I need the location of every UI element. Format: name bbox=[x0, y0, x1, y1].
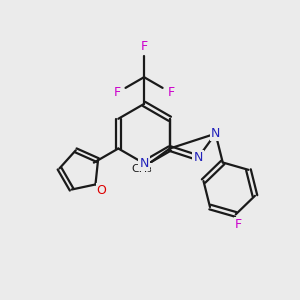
Text: O: O bbox=[97, 184, 106, 196]
Text: N: N bbox=[211, 127, 220, 140]
Text: N: N bbox=[140, 157, 149, 170]
Text: CH₃: CH₃ bbox=[132, 164, 152, 174]
Text: F: F bbox=[167, 86, 174, 99]
Text: N: N bbox=[194, 151, 203, 164]
Text: F: F bbox=[140, 40, 148, 53]
Text: F: F bbox=[114, 86, 121, 99]
Text: F: F bbox=[235, 218, 242, 231]
